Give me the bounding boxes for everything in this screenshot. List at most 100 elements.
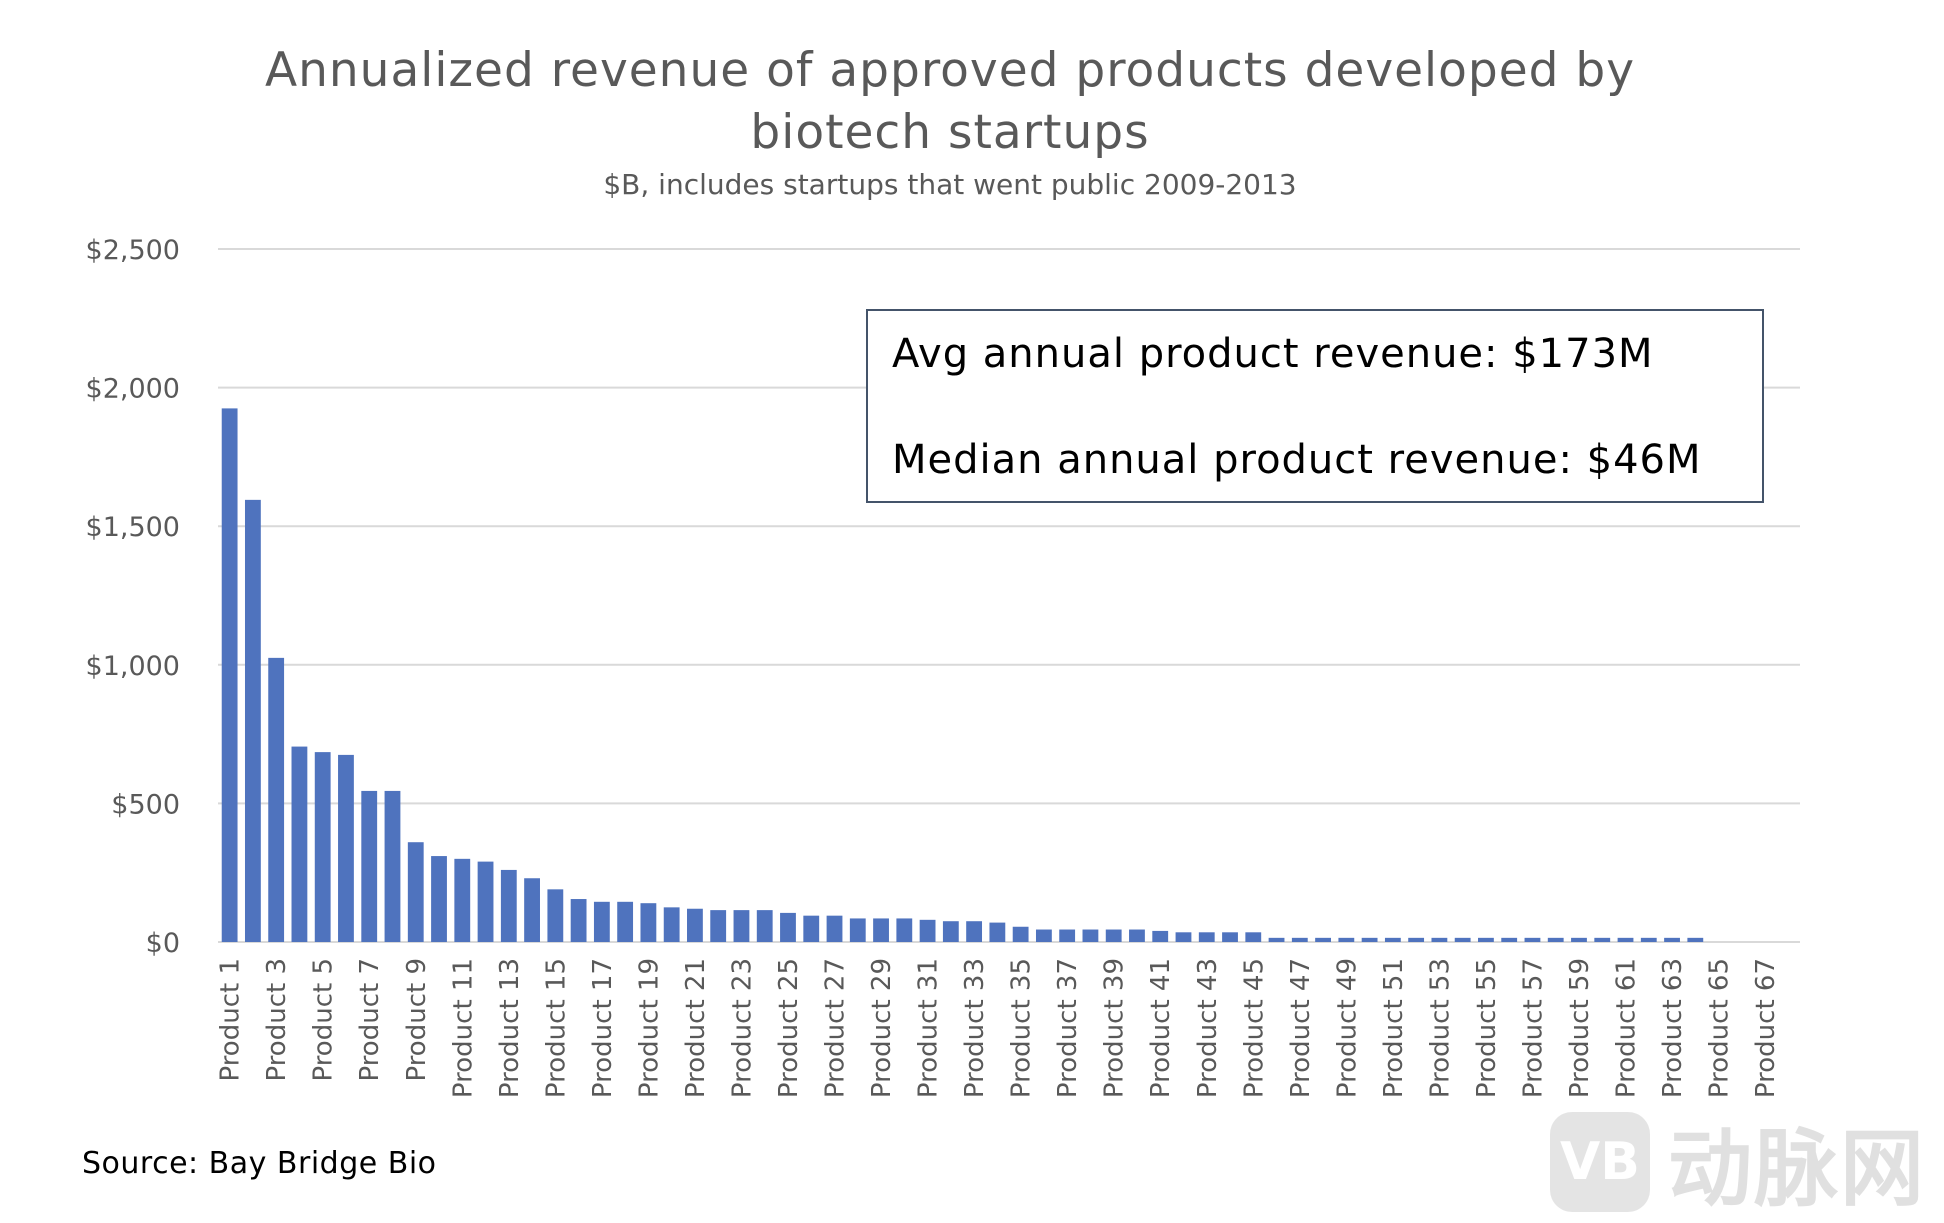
bar-9 bbox=[407, 842, 424, 942]
y-tick-label: $1,500 bbox=[86, 512, 180, 543]
x-tick-label: Product 67 bbox=[1751, 958, 1781, 1098]
x-tick-label: Product 29 bbox=[867, 958, 897, 1098]
x-tick-label: Product 45 bbox=[1239, 958, 1269, 1098]
y-tick-label: $500 bbox=[111, 789, 180, 820]
x-tick-label: Product 55 bbox=[1472, 958, 1502, 1098]
bar-12 bbox=[477, 861, 494, 942]
x-tick-label: Product 35 bbox=[1007, 958, 1037, 1098]
x-tick-label: Product 19 bbox=[634, 958, 664, 1098]
x-tick-label: Product 47 bbox=[1286, 958, 1316, 1098]
x-tick-label: Product 27 bbox=[821, 958, 851, 1098]
bar-5 bbox=[314, 752, 331, 942]
bar-10 bbox=[431, 856, 447, 942]
bar-61 bbox=[1617, 937, 1634, 942]
bar-46 bbox=[1268, 937, 1285, 942]
y-axis-tick-labels: $0 $500 $1,000 $1,500 $2,000 $2,500 bbox=[86, 235, 180, 959]
bar-50 bbox=[1361, 937, 1378, 942]
x-tick-label: Product 41 bbox=[1146, 958, 1176, 1098]
bar-27 bbox=[826, 915, 843, 942]
x-tick-label: Product 15 bbox=[541, 958, 571, 1098]
avg-revenue-annotation: Avg annual product revenue: $173M bbox=[892, 331, 1654, 377]
x-tick-label: Product 61 bbox=[1612, 958, 1642, 1098]
x-tick-label: Product 7 bbox=[355, 958, 385, 1082]
bar-54 bbox=[1454, 937, 1471, 942]
bar-29 bbox=[873, 918, 889, 942]
x-tick-label: Product 9 bbox=[402, 958, 432, 1082]
bar-3 bbox=[268, 657, 285, 942]
bar-41 bbox=[1152, 930, 1169, 942]
bar-32 bbox=[942, 921, 959, 942]
bar-33 bbox=[966, 921, 983, 942]
bar-45 bbox=[1245, 932, 1262, 942]
bar-51 bbox=[1384, 937, 1401, 942]
bar-64 bbox=[1687, 937, 1704, 942]
bar-20 bbox=[663, 907, 680, 942]
chart-subtitle: $B, includes startups that went public 2… bbox=[603, 168, 1297, 201]
bar-40 bbox=[1129, 929, 1145, 942]
y-tick-label: $2,000 bbox=[86, 374, 180, 405]
x-tick-label: Product 3 bbox=[262, 958, 292, 1082]
bar-56 bbox=[1501, 937, 1518, 942]
bar-4 bbox=[291, 746, 308, 942]
bar-25 bbox=[780, 912, 796, 942]
bar-16 bbox=[570, 899, 587, 942]
bar-6 bbox=[338, 754, 354, 942]
x-tick-label: Product 31 bbox=[914, 958, 944, 1098]
bar-14 bbox=[524, 878, 540, 942]
x-tick-label: Product 43 bbox=[1193, 958, 1223, 1098]
x-tick-label: Product 49 bbox=[1332, 958, 1362, 1098]
bar-52 bbox=[1408, 937, 1425, 942]
x-tick-label: Product 11 bbox=[448, 958, 478, 1098]
y-tick-label: $2,500 bbox=[86, 235, 180, 266]
bar-53 bbox=[1431, 937, 1448, 942]
chart-title-line-1: Annualized revenue of approved products … bbox=[264, 43, 1636, 98]
bar-57 bbox=[1524, 937, 1541, 942]
bar-30 bbox=[896, 918, 913, 942]
bar-60 bbox=[1594, 937, 1611, 942]
bar-7 bbox=[361, 790, 378, 942]
bar-19 bbox=[640, 903, 657, 942]
bar-36 bbox=[1035, 929, 1052, 942]
bar-59 bbox=[1571, 937, 1587, 942]
y-tick-label: $0 bbox=[146, 928, 180, 959]
x-tick-label: Product 59 bbox=[1565, 958, 1595, 1098]
bar-42 bbox=[1175, 932, 1192, 942]
y-tick-label: $1,000 bbox=[86, 651, 180, 682]
bar-22 bbox=[710, 910, 727, 942]
source-note: Source: Bay Bridge Bio bbox=[82, 1146, 437, 1181]
summary-annotation-box: Avg annual product revenue: $173M Median… bbox=[866, 309, 1764, 503]
bar-47 bbox=[1291, 937, 1308, 942]
bar-1 bbox=[221, 408, 238, 942]
bar-21 bbox=[687, 908, 703, 942]
x-tick-label: Product 33 bbox=[960, 958, 990, 1098]
bar-23 bbox=[733, 910, 750, 942]
bar-37 bbox=[1059, 929, 1076, 942]
bar-11 bbox=[454, 858, 471, 942]
watermark-logo-mark: VB bbox=[1550, 1112, 1650, 1212]
x-tick-label: Product 37 bbox=[1053, 958, 1083, 1098]
bar-34 bbox=[989, 922, 1006, 942]
bar-63 bbox=[1664, 937, 1680, 942]
bar-18 bbox=[617, 901, 634, 942]
x-tick-label: Product 57 bbox=[1518, 958, 1548, 1098]
x-tick-label: Product 5 bbox=[309, 958, 339, 1082]
bar-15 bbox=[547, 889, 564, 942]
watermark-logo-text: 动脉网 bbox=[1668, 1119, 1927, 1218]
bar-58 bbox=[1547, 937, 1564, 942]
chart-title-line-2: biotech startups bbox=[750, 105, 1150, 160]
bar-2 bbox=[244, 499, 261, 942]
x-tick-label: Product 63 bbox=[1658, 958, 1688, 1098]
x-tick-label: Product 51 bbox=[1379, 958, 1409, 1098]
bars bbox=[221, 408, 1704, 942]
bar-35 bbox=[1012, 926, 1029, 942]
x-tick-label: Product 65 bbox=[1705, 958, 1735, 1098]
bar-49 bbox=[1338, 937, 1355, 942]
bar-38 bbox=[1082, 929, 1099, 942]
chart-title: Annualized revenue of approved products … bbox=[0, 40, 1900, 164]
bar-chart: $0 $500 $1,000 $1,500 $2,000 $2,500 Product 1… bbox=[86, 235, 1800, 1098]
bar-48 bbox=[1315, 937, 1331, 942]
bar-26 bbox=[803, 915, 820, 942]
bar-28 bbox=[849, 918, 866, 942]
x-tick-label: Product 25 bbox=[774, 958, 804, 1098]
bar-8 bbox=[384, 790, 401, 942]
